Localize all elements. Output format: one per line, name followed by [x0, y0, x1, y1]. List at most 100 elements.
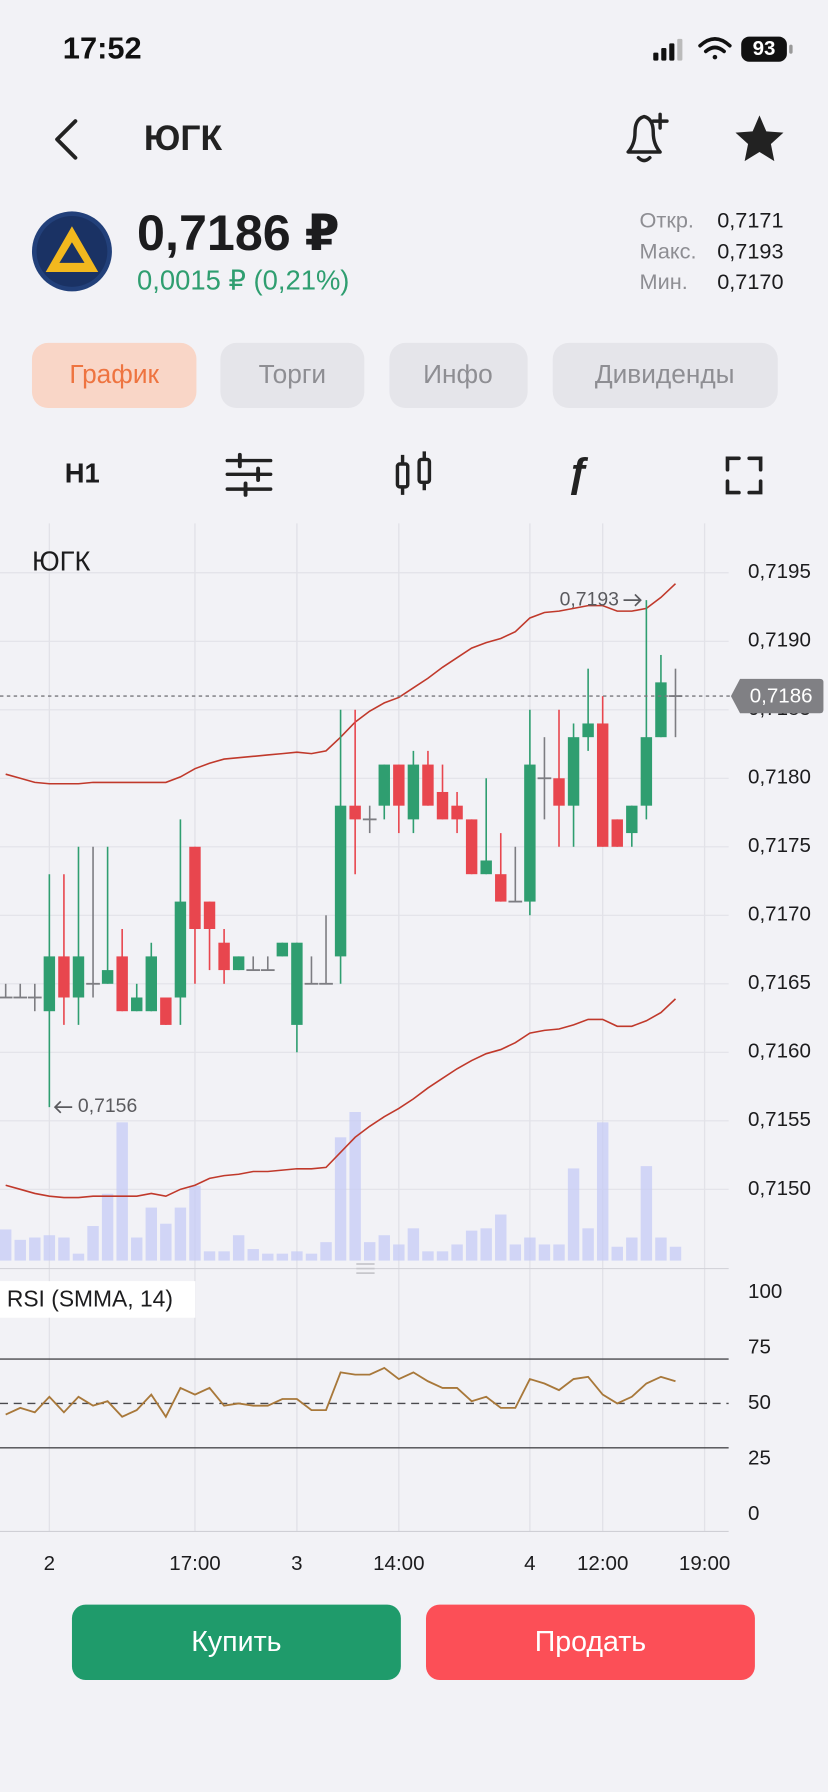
rsi-tick-label: 0 — [748, 1502, 759, 1525]
fullscreen-button[interactable] — [725, 456, 763, 495]
y-tick-label: 0,7170 — [748, 903, 811, 926]
sell-label[interactable]: Продать — [535, 1626, 646, 1658]
tab[interactable]: Инфо — [389, 342, 528, 408]
alert-button[interactable] — [626, 112, 669, 163]
volume-bar — [262, 1253, 274, 1261]
annotation-label: 0,7193 — [560, 588, 619, 610]
volume-bar — [465, 1230, 478, 1261]
candles-layer — [0, 600, 683, 1108]
tab-label[interactable]: Торги — [259, 359, 326, 389]
candle-body — [362, 818, 377, 821]
x-tick-label: 14:00 — [373, 1552, 424, 1575]
tab[interactable]: Торги — [220, 342, 365, 408]
candle-body — [567, 737, 580, 806]
candle-body — [260, 969, 275, 972]
tab-label[interactable]: Инфо — [423, 359, 493, 389]
volume-bar — [232, 1235, 245, 1261]
tab-background[interactable] — [552, 342, 778, 408]
tab-background[interactable] — [220, 342, 365, 408]
candle-body — [86, 982, 100, 985]
volume-bar — [640, 1166, 653, 1261]
volume-bar — [276, 1253, 289, 1261]
candle-body — [553, 778, 565, 806]
volume-bar — [422, 1251, 434, 1261]
candle-body — [13, 996, 28, 999]
candle-body — [101, 970, 114, 984]
volume-bar — [451, 1244, 463, 1261]
candle-body — [27, 996, 42, 999]
candle-body — [611, 819, 623, 847]
sell-button[interactable] — [425, 1604, 755, 1680]
buy-label[interactable]: Купить — [191, 1626, 281, 1658]
candle-body — [116, 956, 128, 1012]
stat-label: Откр. — [640, 207, 694, 232]
y-tick-label: 0,7175 — [748, 834, 811, 857]
candle-body — [189, 846, 201, 929]
volume-bar — [305, 1253, 318, 1261]
volume-bar — [626, 1237, 638, 1261]
candle-body — [131, 997, 143, 1012]
annotation-label: 0,7156 — [78, 1095, 137, 1117]
candle-body — [160, 997, 172, 1025]
volume-bar — [669, 1246, 682, 1261]
tab-label[interactable]: График — [69, 359, 159, 389]
candle-body — [495, 874, 507, 902]
volume-bar — [131, 1237, 143, 1261]
tab-label[interactable]: Дивиденды — [595, 359, 735, 389]
candle-body — [145, 956, 158, 1012]
candle-body — [43, 956, 56, 1012]
y-tick-label: 0,7190 — [748, 629, 811, 652]
stat-value: 0,7171 — [717, 207, 783, 232]
tab-background[interactable] — [31, 342, 197, 408]
tab-background[interactable] — [389, 342, 528, 408]
candle-body — [334, 805, 347, 957]
volume-bar — [655, 1237, 667, 1261]
last-price-badge — [730, 678, 824, 714]
volume-bar — [495, 1214, 507, 1261]
volume-bar — [553, 1244, 565, 1261]
volume-bar — [160, 1223, 172, 1261]
annotation-arrow — [53, 1100, 73, 1114]
battery-cap — [789, 44, 793, 54]
logo-mark — [45, 226, 99, 272]
candle-body — [582, 723, 594, 738]
volume-bar — [567, 1168, 580, 1261]
volume-bar — [320, 1242, 332, 1261]
volume-bar — [0, 1229, 12, 1261]
volume-bar — [145, 1207, 158, 1261]
grid: 0,7150 0,7155 0,7160 0,7165 0,7170 0,7175 0,71… — [0, 523, 811, 1575]
rsi-tick-label: 100 — [748, 1280, 782, 1303]
functions-button[interactable]: ƒ — [566, 449, 589, 495]
volume-bar — [349, 1112, 361, 1261]
tab[interactable]: Дивиденды — [552, 342, 778, 408]
stat-value: 0,7193 — [717, 238, 783, 263]
screen-title: ЮГК — [144, 118, 223, 158]
buy-button[interactable] — [71, 1604, 401, 1680]
volume-bar — [509, 1244, 522, 1261]
x-tick-label: 12:00 — [577, 1552, 628, 1575]
volume-layer — [0, 1112, 682, 1261]
interval-button[interactable]: H1 — [65, 458, 100, 489]
y-tick-label: 0,7180 — [748, 766, 811, 789]
favorite-button[interactable] — [735, 115, 784, 162]
rsi-tick-label: 25 — [748, 1446, 771, 1469]
candle-body — [465, 819, 478, 875]
candle-body — [407, 764, 420, 820]
back-button[interactable] — [55, 119, 78, 160]
tab[interactable]: График — [31, 342, 197, 408]
volume-bar — [72, 1253, 85, 1261]
volume-bar — [363, 1242, 376, 1261]
volume-bar — [582, 1228, 594, 1261]
chart-type-button[interactable] — [395, 451, 432, 495]
annotation-arrow — [623, 593, 642, 607]
volume-bar — [378, 1235, 390, 1261]
indicators-button[interactable] — [225, 452, 273, 497]
lower-band — [5, 998, 677, 1199]
y-tick-label: 0,7150 — [748, 1177, 811, 1200]
x-tick-label: 2 — [44, 1552, 55, 1575]
x-tick-label: 17:00 — [169, 1552, 220, 1575]
panel-resize-handle[interactable] — [356, 1263, 375, 1274]
volume-bar — [538, 1244, 551, 1261]
volume-bar — [596, 1122, 609, 1261]
